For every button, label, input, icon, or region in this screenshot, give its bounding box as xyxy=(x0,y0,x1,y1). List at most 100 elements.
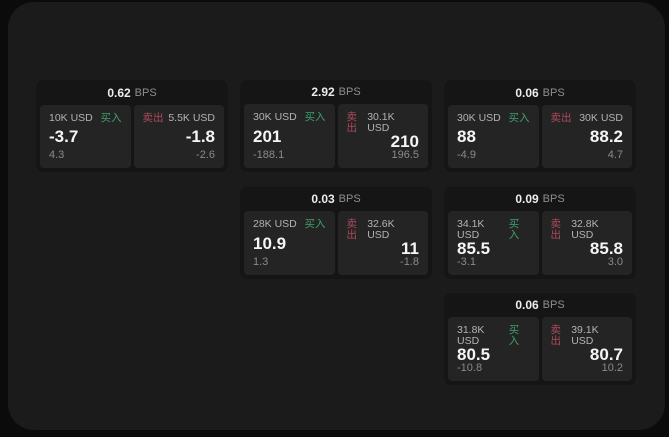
sell-tile-header: 卖出 32.6K USD xyxy=(347,219,420,240)
sell-amount: 30K USD xyxy=(579,112,623,124)
bps-unit-label: BPS xyxy=(542,86,565,99)
buy-change: -3.1 xyxy=(457,256,476,268)
buy-quote-tile[interactable]: 30K USD 买入 201 -188.1 xyxy=(244,104,335,168)
buy-change: -4.9 xyxy=(457,149,476,161)
sell-quote-tile[interactable]: 卖出 32.8K USD 85.8 3.0 xyxy=(541,211,632,275)
sell-tile-header: 卖出 30K USD xyxy=(551,113,624,124)
card-header: 2.92 BPS xyxy=(240,80,432,104)
sell-amount: 30.1K USD xyxy=(367,111,395,134)
buy-change: -10.8 xyxy=(457,362,483,374)
buy-quote-tile[interactable]: 10K USD 买入 -3.7 4.3 xyxy=(40,105,131,168)
buy-tile-header: 34.1K USD 买入 xyxy=(457,219,530,240)
card-header: 0.06 BPS xyxy=(444,80,636,105)
sell-quote-tile[interactable]: 卖出 30.1K USD 210 196.5 xyxy=(337,104,428,168)
bps-value: 0.06 xyxy=(515,298,539,312)
card-header: 0.62 BPS xyxy=(36,80,228,105)
bps-value: 0.09 xyxy=(515,192,539,206)
buy-amount: 30K USD xyxy=(253,111,297,123)
buy-change: 4.3 xyxy=(49,149,65,161)
sell-price: 11 xyxy=(401,239,419,258)
card-body: 30K USD 买入 201 -188.1 卖出 30.1K USD 210 1… xyxy=(240,104,432,172)
buy-price: 10.9 xyxy=(253,233,287,253)
buy-amount: 31.8K USD xyxy=(457,324,485,347)
bps-unit-label: BPS xyxy=(542,193,565,205)
buy-amount: 28K USD xyxy=(253,218,297,230)
buy-quote-tile[interactable]: 34.1K USD 买入 85.5 -3.1 xyxy=(448,211,539,275)
buy-tile-header: 30K USD 买入 xyxy=(253,112,326,123)
bps-value: 0.03 xyxy=(311,192,335,206)
bps-value: 2.92 xyxy=(311,85,335,99)
buy-price: -3.7 xyxy=(49,127,79,147)
quote-card: 0.06 BPS 31.8K USD 买入 80.5 -10.8 卖出 39.1… xyxy=(444,293,636,385)
sell-side-label: 卖出 xyxy=(346,111,358,134)
sell-price: 80.7 xyxy=(589,345,623,364)
buy-quote-tile[interactable]: 28K USD 买入 10.9 1.3 xyxy=(244,211,335,275)
sell-quote-tile[interactable]: 卖出 5.5K USD -1.8 -2.6 xyxy=(133,105,224,168)
bps-unit-label: BPS xyxy=(134,86,157,99)
card-body: 10K USD 买入 -3.7 4.3 卖出 5.5K USD -1.8 -2.… xyxy=(36,105,228,172)
buy-price: 201 xyxy=(253,126,282,146)
sell-tile-header: 卖出 5.5K USD xyxy=(143,113,216,124)
sell-tile-header: 卖出 39.1K USD xyxy=(551,325,624,346)
sell-quote-tile[interactable]: 卖出 30K USD 88.2 4.7 xyxy=(541,105,632,168)
buy-change: 1.3 xyxy=(253,256,269,268)
sell-side-label: 卖出 xyxy=(550,218,562,241)
sell-price: 85.8 xyxy=(589,239,623,258)
sell-side-label: 卖出 xyxy=(346,218,358,241)
sell-amount: 32.6K USD xyxy=(367,218,395,241)
buy-price: 80.5 xyxy=(457,345,491,364)
buy-change: -188.1 xyxy=(253,149,285,161)
sell-quote-tile[interactable]: 卖出 39.1K USD 80.7 10.2 xyxy=(541,317,632,381)
bps-unit-label: BPS xyxy=(542,299,565,311)
buy-side-label: 买入 xyxy=(100,112,122,124)
bps-unit-label: BPS xyxy=(338,86,361,98)
card-body: 34.1K USD 买入 85.5 -3.1 卖出 32.8K USD 85.8… xyxy=(444,211,636,279)
quote-card: 0.06 BPS 30K USD 买入 88 -4.9 卖出 30K USD 8… xyxy=(444,80,636,172)
sell-side-label: 卖出 xyxy=(142,112,164,124)
sell-price: 210 xyxy=(390,132,419,151)
sell-price: 88.2 xyxy=(589,127,623,147)
sell-change: -2.6 xyxy=(196,149,215,161)
buy-price: 85.5 xyxy=(457,239,491,258)
card-header: 0.03 BPS xyxy=(240,187,432,211)
bps-value: 0.06 xyxy=(515,85,539,100)
card-header: 0.09 BPS xyxy=(444,187,636,211)
sell-amount: 39.1K USD xyxy=(571,324,599,347)
buy-side-label: 买入 xyxy=(304,218,326,230)
buy-tile-header: 30K USD 买入 xyxy=(457,113,530,124)
buy-tile-header: 28K USD 买入 xyxy=(253,219,326,230)
quote-card: 0.09 BPS 34.1K USD 买入 85.5 -3.1 卖出 32.8K… xyxy=(444,187,636,279)
sell-change: 4.7 xyxy=(607,149,623,161)
buy-side-label: 买入 xyxy=(508,112,530,124)
buy-tile-header: 31.8K USD 买入 xyxy=(457,325,530,346)
buy-quote-tile[interactable]: 31.8K USD 买入 80.5 -10.8 xyxy=(448,317,539,381)
sell-price: -1.8 xyxy=(185,127,215,147)
buy-side-label: 买入 xyxy=(508,324,520,347)
buy-quote-tile[interactable]: 30K USD 买入 88 -4.9 xyxy=(448,105,539,168)
buy-price: 88 xyxy=(457,127,476,147)
quote-card: 0.62 BPS 10K USD 买入 -3.7 4.3 卖出 5.5K USD… xyxy=(36,80,228,172)
sell-amount: 5.5K USD xyxy=(168,112,215,124)
card-body: 30K USD 买入 88 -4.9 卖出 30K USD 88.2 4.7 xyxy=(444,105,636,172)
sell-change: -1.8 xyxy=(400,256,419,268)
sell-amount: 32.8K USD xyxy=(571,218,599,241)
app-window: 0.62 BPS 10K USD 买入 -3.7 4.3 卖出 5.5K USD… xyxy=(8,2,665,430)
bps-unit-label: BPS xyxy=(338,193,361,205)
buy-side-label: 买入 xyxy=(304,111,326,123)
sell-change: 3.0 xyxy=(607,256,623,268)
sell-side-label: 卖出 xyxy=(550,112,572,124)
card-body: 31.8K USD 买入 80.5 -10.8 卖出 39.1K USD 80.… xyxy=(444,317,636,385)
sell-quote-tile[interactable]: 卖出 32.6K USD 11 -1.8 xyxy=(337,211,428,275)
sell-tile-header: 卖出 30.1K USD xyxy=(347,112,420,133)
card-body: 28K USD 买入 10.9 1.3 卖出 32.6K USD 11 -1.8 xyxy=(240,211,432,279)
sell-change: 10.2 xyxy=(601,362,623,374)
sell-change: 196.5 xyxy=(391,149,419,161)
buy-amount: 10K USD xyxy=(49,112,93,124)
buy-side-label: 买入 xyxy=(508,218,520,241)
card-header: 0.06 BPS xyxy=(444,293,636,317)
buy-amount: 34.1K USD xyxy=(457,218,485,241)
buy-amount: 30K USD xyxy=(457,112,501,124)
sell-tile-header: 卖出 32.8K USD xyxy=(551,219,624,240)
quote-card: 0.03 BPS 28K USD 买入 10.9 1.3 卖出 32.6K US… xyxy=(240,187,432,279)
buy-tile-header: 10K USD 买入 xyxy=(49,113,122,124)
